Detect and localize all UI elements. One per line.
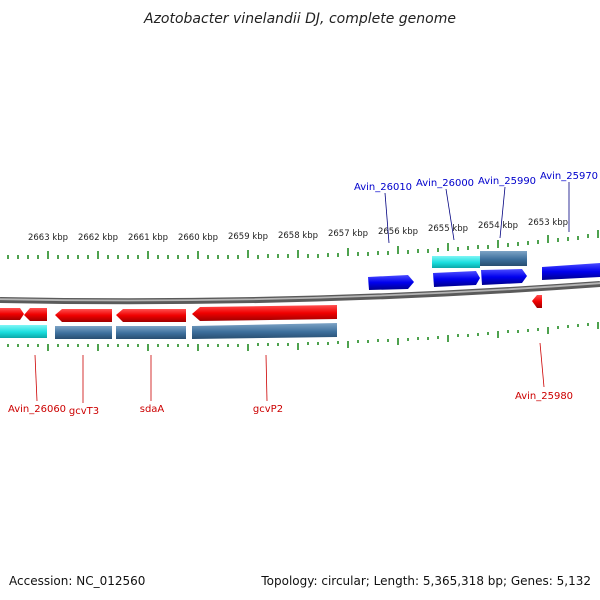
cds-avin-26060-cyan[interactable]	[24, 325, 47, 338]
genome-summary-text: Topology: circular; Length: 5,365,318 bp…	[261, 574, 591, 588]
upper-tick-track	[7, 230, 599, 259]
cds-avin-25990-steel[interactable]	[480, 251, 527, 266]
ruler-label-2662: 2662 kbp	[78, 233, 118, 243]
ruler-label-2663: 2663 kbp	[28, 233, 68, 243]
bottom-gene-labels: Avin_26060 gcvT3 sdaA gcvP2 Avin_25980	[8, 391, 573, 417]
gene-gcvt3[interactable]	[55, 309, 112, 322]
label-avin-25970[interactable]: Avin_25970	[540, 171, 598, 182]
forward-genes	[368, 251, 600, 290]
ruler-label-2657: 2657 kbp	[328, 229, 368, 239]
top-gene-labels: Avin_26010 Avin_26000 Avin_25990 Avin_25…	[354, 171, 598, 193]
cds-avin-26000-cyan[interactable]	[432, 256, 480, 268]
ruler-label-2655: 2655 kbp	[428, 224, 468, 234]
cds-left-partial-cyan[interactable]	[0, 325, 24, 338]
ruler-labels: 2663 kbp 2662 kbp 2661 kbp 2660 kbp 2659…	[28, 218, 568, 243]
label-gcvp2[interactable]: gcvP2	[253, 404, 283, 415]
gene-sdaa[interactable]	[116, 309, 186, 322]
gene-avin-26010[interactable]	[368, 275, 414, 290]
ruler-label-2661: 2661 kbp	[128, 233, 168, 243]
lower-tick-track	[7, 322, 599, 351]
bottom-label-leaders	[34, 342, 545, 403]
gene-avin-26000[interactable]	[433, 271, 480, 287]
ruler-label-2658: 2658 kbp	[278, 231, 318, 241]
ruler-label-2653: 2653 kbp	[528, 218, 568, 228]
gene-avin-26060[interactable]	[24, 308, 47, 321]
genome-backbone	[0, 281, 600, 305]
gene-avin-25980[interactable]	[532, 295, 542, 308]
label-avin-25980[interactable]: Avin_25980	[515, 391, 573, 402]
cds-gcvp2[interactable]	[192, 323, 337, 339]
ruler-label-2660: 2660 kbp	[178, 233, 218, 243]
label-avin-26000[interactable]: Avin_26000	[416, 178, 474, 189]
cds-gcvt3[interactable]	[55, 326, 112, 339]
ruler-label-2654: 2654 kbp	[478, 221, 518, 231]
gene-gcvp2[interactable]	[192, 305, 337, 321]
top-label-leaders	[384, 182, 570, 244]
label-gcvt3[interactable]: gcvT3	[69, 406, 99, 417]
label-sdaa[interactable]: sdaA	[140, 404, 165, 415]
ruler-label-2656: 2656 kbp	[378, 227, 418, 237]
gene-left-partial[interactable]	[0, 308, 24, 320]
reverse-genes	[0, 295, 542, 339]
gene-avin-25970[interactable]	[542, 263, 600, 280]
ruler-label-2659: 2659 kbp	[228, 232, 268, 242]
accession-text: Accession: NC_012560	[9, 574, 146, 588]
cds-sdaa[interactable]	[116, 326, 186, 339]
label-avin-26010[interactable]: Avin_26010	[354, 182, 412, 193]
label-avin-25990[interactable]: Avin_25990	[478, 176, 536, 187]
gene-avin-25990[interactable]	[481, 269, 527, 285]
map-title: Azotobacter vinelandii DJ, complete geno…	[143, 11, 456, 27]
label-avin-26060[interactable]: Avin_26060	[8, 404, 66, 415]
